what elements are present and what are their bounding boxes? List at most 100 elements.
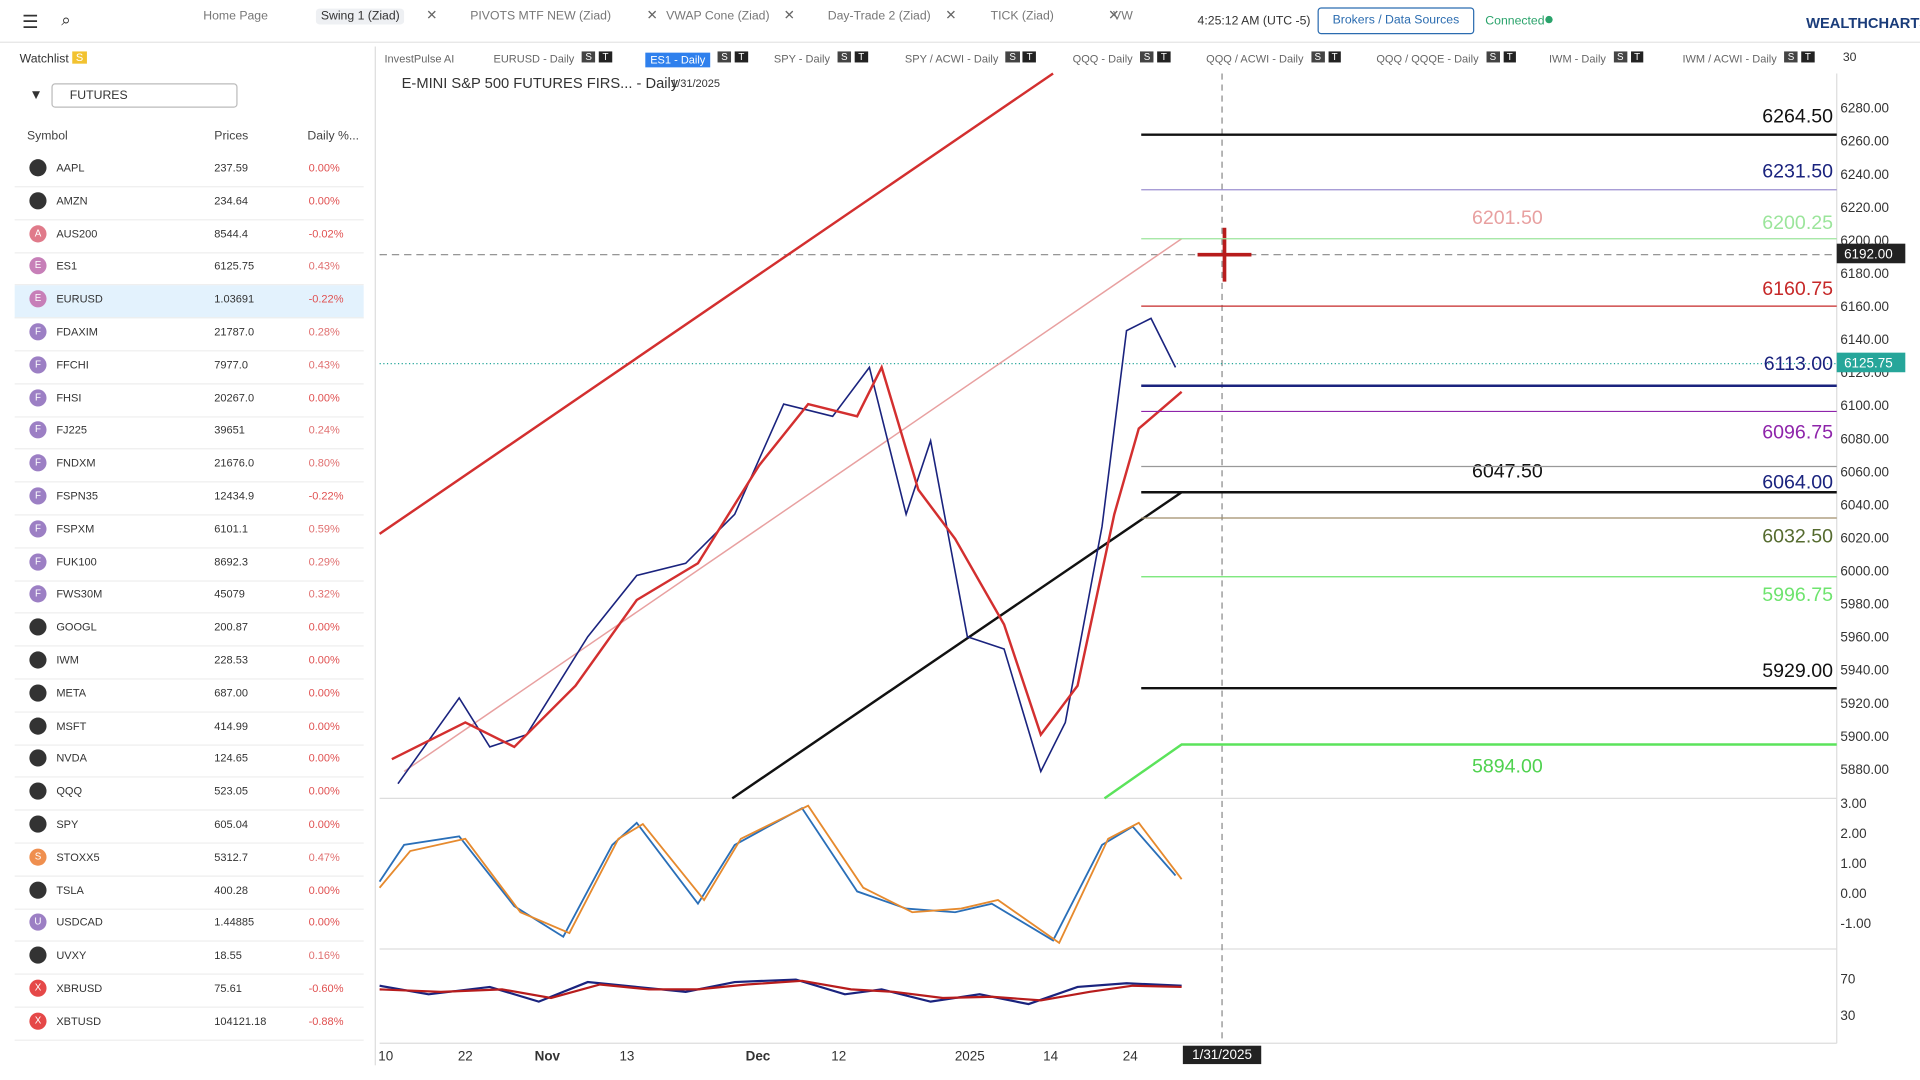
close-tab[interactable]: ✕	[646, 8, 658, 24]
symbol-icon: F	[29, 585, 47, 603]
watchlist-badge: S	[72, 51, 87, 64]
daily-change: 0.00%	[308, 686, 340, 699]
chart-tab[interactable]: QQQ / ACWI - Daily	[1206, 52, 1304, 65]
filter-select[interactable]: FUTURES	[51, 83, 238, 108]
symbol: ES1	[56, 260, 78, 273]
row[interactable]	[14, 187, 364, 221]
osc-tick-label: 2.00	[1840, 826, 1866, 841]
tab-badge: S	[717, 51, 732, 63]
chart-tab[interactable]: QQQ - Daily	[1072, 52, 1133, 65]
row[interactable]	[14, 581, 364, 614]
row[interactable]	[14, 647, 364, 680]
filter-icon[interactable]: ▼	[29, 88, 43, 103]
chart-tab[interactable]: QQQ / QQQE - Daily	[1376, 52, 1479, 65]
close-tab[interactable]: ✕	[783, 8, 795, 24]
price-tick-label: 5980.00	[1840, 597, 1889, 612]
daily-change: 0.00%	[308, 621, 340, 634]
symbol-icon: F	[29, 454, 47, 472]
symbol: AAPL	[56, 161, 85, 174]
symbol: UVXY	[56, 949, 87, 962]
price-tick-label: 5900.00	[1840, 729, 1889, 744]
bar-count[interactable]: 30	[1842, 51, 1857, 65]
row[interactable]	[14, 811, 364, 844]
price: 12434.9	[214, 489, 255, 503]
symbol-icon: F	[29, 487, 47, 505]
price: 45079	[214, 588, 245, 601]
row[interactable]	[14, 942, 364, 975]
row[interactable]	[14, 351, 364, 385]
row[interactable]	[14, 285, 364, 319]
top-tab[interactable]: VW	[1113, 9, 1133, 24]
row[interactable]	[14, 679, 364, 713]
top-tab[interactable]: Home Page	[203, 9, 268, 24]
row[interactable]	[14, 450, 364, 483]
top-tab[interactable]: Swing 1 (Ziad)	[315, 8, 405, 25]
daily-change: 0.00%	[308, 916, 340, 929]
search-icon[interactable]: ⌕	[61, 9, 71, 30]
row[interactable]	[14, 909, 364, 943]
row[interactable]	[14, 253, 364, 286]
close-tab[interactable]: ✕	[426, 8, 438, 24]
chart-tab[interactable]: SPY - Daily	[773, 52, 831, 65]
menu-icon[interactable]: ☰	[22, 12, 39, 34]
price: 228.53	[214, 653, 248, 667]
price: 400.28	[214, 883, 248, 896]
row[interactable]	[14, 318, 364, 352]
close-tab[interactable]: ✕	[1108, 8, 1120, 24]
top-tab[interactable]: TICK (Ziad)	[990, 9, 1054, 24]
level-label: 6200.25	[1762, 212, 1833, 234]
row[interactable]	[14, 975, 364, 1008]
brokers-button[interactable]: Brokers / Data Sources	[1317, 7, 1475, 35]
daily-change: -0.22%	[308, 489, 344, 503]
row[interactable]	[14, 548, 364, 582]
crosshair-price: 6192.00	[1844, 246, 1893, 261]
row[interactable]	[14, 515, 364, 549]
date-label: 24	[1123, 1048, 1138, 1063]
price: 6125.75	[214, 260, 255, 273]
daily-change: 0.00%	[308, 752, 340, 765]
price: 8544.4	[214, 227, 248, 240]
level-label: 5996.75	[1762, 584, 1833, 606]
chart-tab[interactable]: IWM / ACWI - Daily	[1682, 52, 1777, 65]
chart-tab[interactable]: ES1 - Daily	[645, 52, 711, 68]
price: 234.64	[214, 194, 248, 207]
chart-tab[interactable]: EURUSD - Daily	[493, 52, 575, 65]
date-label: 14	[1043, 1048, 1058, 1063]
row[interactable]	[14, 745, 364, 779]
row[interactable]	[14, 778, 364, 811]
row[interactable]	[14, 384, 364, 418]
row[interactable]	[14, 614, 364, 647]
top-tab[interactable]: Day-Trade 2 (Ziad)	[827, 9, 931, 24]
tab-badge: S	[581, 51, 596, 63]
row[interactable]	[14, 482, 364, 516]
price: 39651	[214, 424, 245, 437]
chart-tab[interactable]: IWM - Daily	[1548, 52, 1606, 65]
row[interactable]	[14, 1008, 364, 1041]
close-tab[interactable]: ✕	[945, 8, 957, 24]
price: 21787.0	[214, 325, 255, 338]
symbol-icon: U	[29, 913, 47, 932]
symbol-icon	[29, 618, 47, 636]
osc-tick-label: 30	[1840, 1008, 1855, 1023]
top-tab[interactable]: PIVOTS MTF NEW (Ziad)	[470, 9, 612, 24]
row[interactable]	[14, 876, 364, 910]
chart-tab[interactable]: InvestPulse AI	[384, 52, 455, 65]
price: 18.55	[214, 949, 242, 962]
crosshair-price-bg	[1836, 243, 1906, 264]
top-tab[interactable]: VWAP Cone (Ziad)	[666, 9, 770, 24]
watchlist-panel	[12, 46, 376, 1066]
row[interactable]	[14, 417, 364, 450]
symbol: META	[56, 686, 87, 699]
row[interactable]	[14, 154, 364, 188]
row[interactable]	[14, 220, 364, 253]
level-label: 6160.75	[1762, 278, 1833, 300]
chart-tab[interactable]: SPY / ACWI - Daily	[904, 52, 999, 65]
symbol: XBTUSD	[56, 1014, 102, 1028]
tab-badge: T	[1327, 51, 1342, 63]
tab-badge: T	[598, 51, 613, 63]
daily-change: 0.00%	[308, 817, 340, 831]
row[interactable]	[14, 843, 364, 877]
column-header: Symbol	[26, 129, 68, 144]
row[interactable]	[14, 712, 364, 746]
price-tick-label: 6240.00	[1840, 167, 1889, 182]
